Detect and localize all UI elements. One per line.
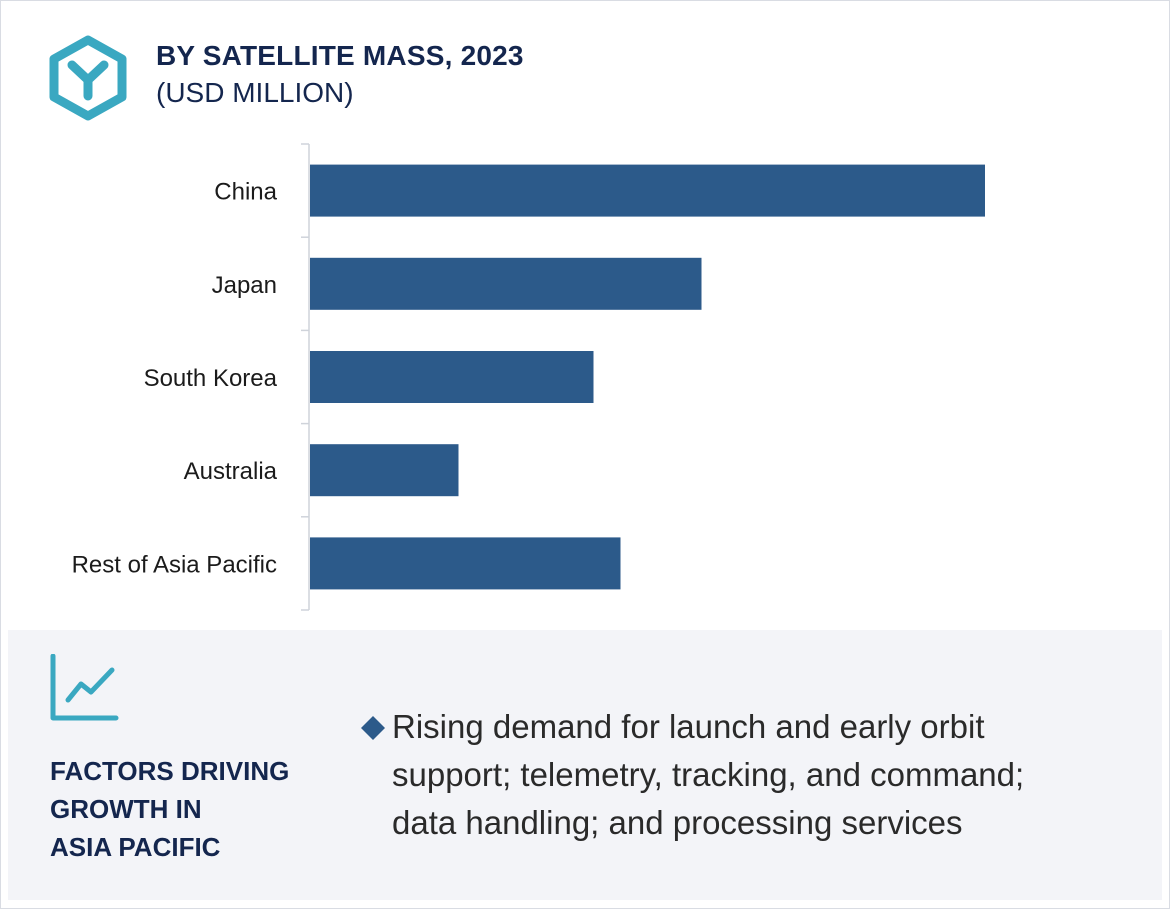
bar-rest-of-asia-pacific [310, 537, 621, 590]
bar-china [310, 164, 985, 217]
chart-axis [301, 143, 310, 611]
chart-subtitle: (USD MILLION) [156, 77, 354, 108]
bar-south-korea [310, 351, 594, 403]
chart-category-labels: China Japan South Korea Australia Rest of As… [72, 179, 278, 579]
bar-japan [310, 257, 702, 310]
bar-australia [310, 444, 459, 497]
factor-bullet-text: Rising demand for launch and early orbit… [392, 703, 1092, 847]
category-label: Australia [184, 458, 278, 485]
factors-heading: FACTORS DRIVING GROWTH IN ASIA PACIFIC [50, 752, 320, 866]
diamond-bullet-icon [361, 716, 385, 740]
factor-bullet-line: data handling; and processing services [392, 804, 963, 841]
hexagon-y-logo-icon [49, 35, 127, 121]
category-label: China [214, 179, 277, 206]
chart-bars [310, 164, 985, 590]
factor-bullet-line: support; telemetry, tracking, and comman… [392, 756, 1025, 793]
factors-heading-line: GROWTH IN [50, 794, 202, 824]
factor-bullet-line: Rising demand for launch and early orbit [392, 708, 985, 745]
trend-chart-icon [50, 654, 119, 721]
category-label: South Korea [144, 365, 278, 392]
chart-title: BY SATELLITE MASS, 2023 [156, 40, 524, 71]
category-label: Rest of Asia Pacific [72, 551, 277, 578]
growth-factors-panel: FACTORS DRIVING GROWTH IN ASIA PACIFIC R… [8, 630, 1162, 900]
category-label: Japan [212, 272, 277, 299]
bar-chart: China Japan South Korea Australia Rest of As… [72, 143, 985, 611]
factors-heading-line: FACTORS DRIVING [50, 756, 290, 786]
factors-heading-line: ASIA PACIFIC [50, 832, 221, 862]
